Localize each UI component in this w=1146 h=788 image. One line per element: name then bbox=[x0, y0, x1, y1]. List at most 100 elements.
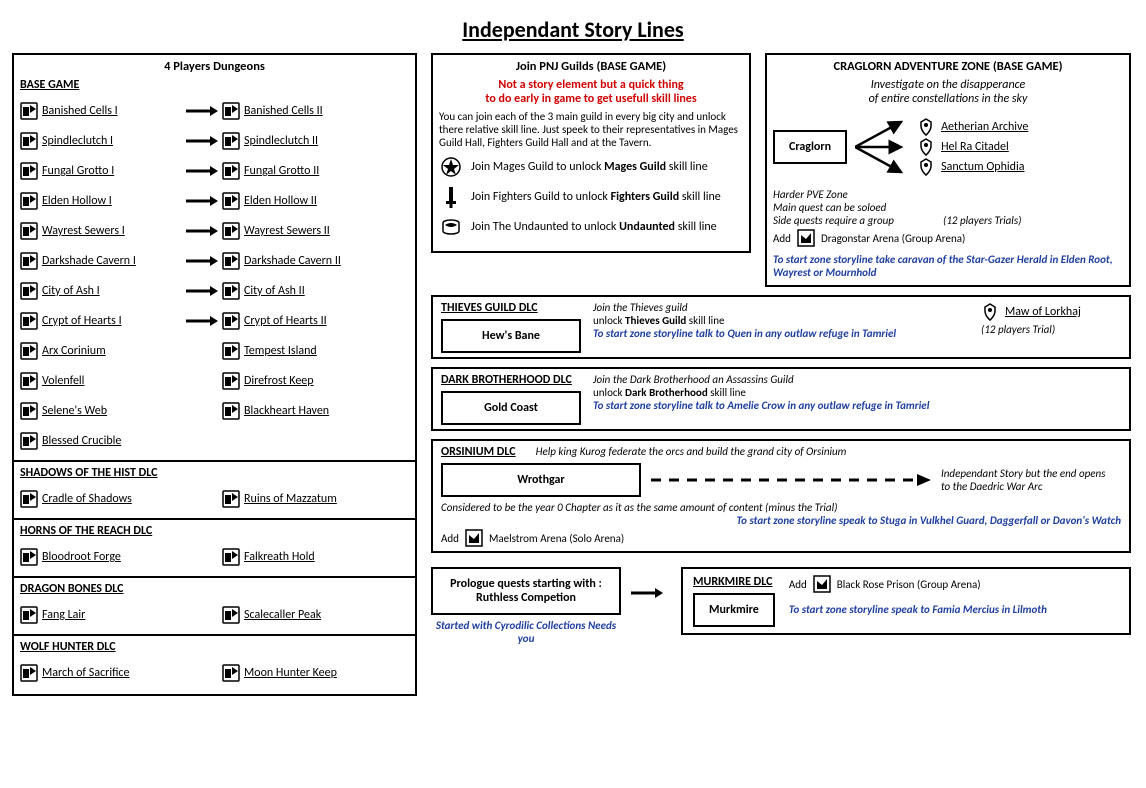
arrow-icon bbox=[186, 375, 218, 387]
dungeon-name: Fungal Grotto I bbox=[42, 164, 182, 178]
dungeon-icon bbox=[20, 162, 38, 180]
dungeon-icon bbox=[222, 372, 240, 390]
dungeon-icon bbox=[222, 402, 240, 420]
dungeon-icon bbox=[20, 490, 38, 508]
dungeon-name: Moon Hunter Keep bbox=[244, 666, 404, 680]
dungeon-row: Blessed Crucible bbox=[20, 426, 409, 456]
arrow-icon bbox=[186, 609, 218, 621]
orsinium-header: ORSINIUM DLC bbox=[441, 445, 516, 459]
craglorn-title: CRAGLORN ADVENTURE ZONE (BASE GAME) bbox=[773, 59, 1123, 74]
dungeon-name: Wayrest Sewers I bbox=[42, 224, 182, 238]
arrow-icon bbox=[186, 493, 218, 505]
murk-arrow bbox=[631, 581, 671, 605]
main-columns: 4 Players Dungeons BASE GAMEBanished Cel… bbox=[12, 53, 1134, 704]
dungeon-icon bbox=[222, 132, 240, 150]
dungeon-name: Direfrost Keep bbox=[244, 374, 404, 388]
dungeon-name: Banished Cells I bbox=[42, 104, 182, 118]
undaunted-icon bbox=[439, 215, 463, 239]
mages-row: Join Mages Guild to unlock Mages Guild s… bbox=[439, 155, 743, 179]
thieves-header: THIEVES GUILD DLC bbox=[441, 301, 581, 315]
dungeon-icon bbox=[20, 312, 38, 330]
arrow-icon bbox=[186, 345, 218, 357]
dungeon-icon bbox=[222, 222, 240, 240]
dragonstar-arena: Dragonstar Arena (Group Arena) bbox=[821, 232, 965, 245]
dungeon-name: Bloodroot Forge bbox=[42, 550, 182, 564]
thieves-panel: THIEVES GUILD DLC Hew's Bane Join the Th… bbox=[431, 295, 1131, 359]
maelstrom-arena: Maelstrom Arena (Solo Arena) bbox=[489, 532, 624, 545]
arena-icon bbox=[797, 229, 815, 247]
dungeon-name: Volenfell bbox=[42, 374, 182, 388]
dungeon-row: Wayrest Sewers IWayrest Sewers II bbox=[20, 216, 409, 246]
dungeon-icon bbox=[20, 432, 38, 450]
murkmire-zone: Murkmire bbox=[693, 593, 775, 627]
dungeon-icon bbox=[20, 132, 38, 150]
dungeon-icon bbox=[222, 162, 240, 180]
thieves-zone: Hew's Bane bbox=[441, 319, 581, 353]
arrow-icon bbox=[186, 667, 218, 679]
thieves-start: To start zone storyline talk to Quen in … bbox=[593, 327, 969, 340]
solo-note: Main quest can be soloed bbox=[773, 201, 943, 214]
dungeon-icon bbox=[20, 102, 38, 120]
dungeon-name: Fungal Grotto II bbox=[244, 164, 404, 178]
dungeon-name: Darkshade Cavern II bbox=[244, 254, 404, 268]
dungeon-icon bbox=[20, 282, 38, 300]
arrow-icon bbox=[186, 165, 218, 177]
dungeon-name: Elden Hollow II bbox=[244, 194, 404, 208]
trials-label: (12 players Trials) bbox=[943, 214, 1021, 227]
murkmire-start: To start zone storyline speak to Famia M… bbox=[789, 603, 1119, 616]
dungeon-icon bbox=[20, 606, 38, 624]
dungeon-name: Arx Corinium bbox=[42, 344, 182, 358]
trial-icon bbox=[917, 138, 935, 156]
arena-icon bbox=[813, 575, 831, 593]
dungeon-icon bbox=[222, 432, 240, 450]
dungeon-icon bbox=[222, 282, 240, 300]
arrow-icon bbox=[186, 405, 218, 417]
dungeon-name: Selene's Web bbox=[42, 404, 182, 418]
guilds-red1: Not a story element but a quick thing bbox=[439, 78, 743, 92]
maw-trial: Maw of Lorkhaj bbox=[1005, 305, 1081, 319]
orsinium-panel: ORSINIUM DLC Help king Kurog federate th… bbox=[431, 439, 1131, 553]
dungeon-name: Tempest Island bbox=[244, 344, 404, 358]
dungeon-icon bbox=[222, 252, 240, 270]
dungeon-icon bbox=[222, 312, 240, 330]
trial-3: Sanctum Ophidia bbox=[941, 160, 1024, 174]
dark-header: DARK BROTHERHOOD DLC bbox=[441, 373, 581, 387]
arrow-icon bbox=[186, 551, 218, 563]
dungeons-panel: 4 Players Dungeons BASE GAMEBanished Cel… bbox=[12, 53, 417, 696]
dungeon-row: Darkshade Cavern I Darkshade Cavern II bbox=[20, 246, 409, 276]
fighters-row: Join Fighters Guild to unlock Fighters G… bbox=[439, 185, 743, 209]
arrow-icon bbox=[186, 195, 218, 207]
guilds-panel: Join PNJ Guilds (BASE GAME) Not a story … bbox=[431, 53, 751, 253]
trial-1: Aetherian Archive bbox=[941, 120, 1028, 134]
arrow-icon bbox=[186, 435, 218, 447]
guilds-intro: You can join each of the 3 main guild in… bbox=[439, 110, 743, 149]
guilds-title: Join PNJ Guilds (BASE GAME) bbox=[439, 59, 743, 74]
pve-note: Harder PVE Zone bbox=[773, 188, 943, 201]
dungeon-name: City of Ash II bbox=[244, 284, 404, 298]
dungeon-icon bbox=[20, 402, 38, 420]
dark-zone: Gold Coast bbox=[441, 391, 581, 425]
dungeon-row: March of SacrificeMoon Hunter Keep bbox=[20, 658, 409, 688]
orsinium-l1: Help king Kurog federate the orcs and bu… bbox=[536, 445, 847, 459]
fighters-icon bbox=[439, 185, 463, 209]
trial-icon bbox=[917, 118, 935, 136]
dungeon-icon bbox=[20, 252, 38, 270]
dungeon-name: Darkshade Cavern I bbox=[42, 254, 182, 268]
dungeon-row: Banished Cells IBanished Cells II bbox=[20, 96, 409, 126]
arena-icon bbox=[465, 529, 483, 547]
murkmire-header: MURKMIRE DLC bbox=[693, 575, 775, 589]
murkmire-prologue-note: Started with Cyrodilic Collections Needs… bbox=[431, 619, 621, 645]
dungeon-row: Fungal Grotto I Fungal Grotto II bbox=[20, 156, 409, 186]
dungeon-name: Crypt of Hearts I bbox=[42, 314, 182, 328]
dungeons-title: 4 Players Dungeons bbox=[20, 59, 409, 74]
orsinium-start: To start zone storyline speak to Stuga i… bbox=[441, 514, 1121, 527]
craglorn-panel: CRAGLORN ADVENTURE ZONE (BASE GAME) Inve… bbox=[765, 53, 1131, 287]
dungeon-icon bbox=[222, 490, 240, 508]
undaunted-row: Join The Undaunted to unlock Undaunted s… bbox=[439, 215, 743, 239]
maw-label: (12 players Trial) bbox=[981, 323, 1121, 336]
trial-icon bbox=[917, 158, 935, 176]
dungeon-name: City of Ash I bbox=[42, 284, 182, 298]
dungeon-icon bbox=[20, 372, 38, 390]
dungeon-row: Selene's WebBlackheart Haven bbox=[20, 396, 409, 426]
blackrose-arena: Black Rose Prison (Group Arena) bbox=[837, 578, 981, 591]
